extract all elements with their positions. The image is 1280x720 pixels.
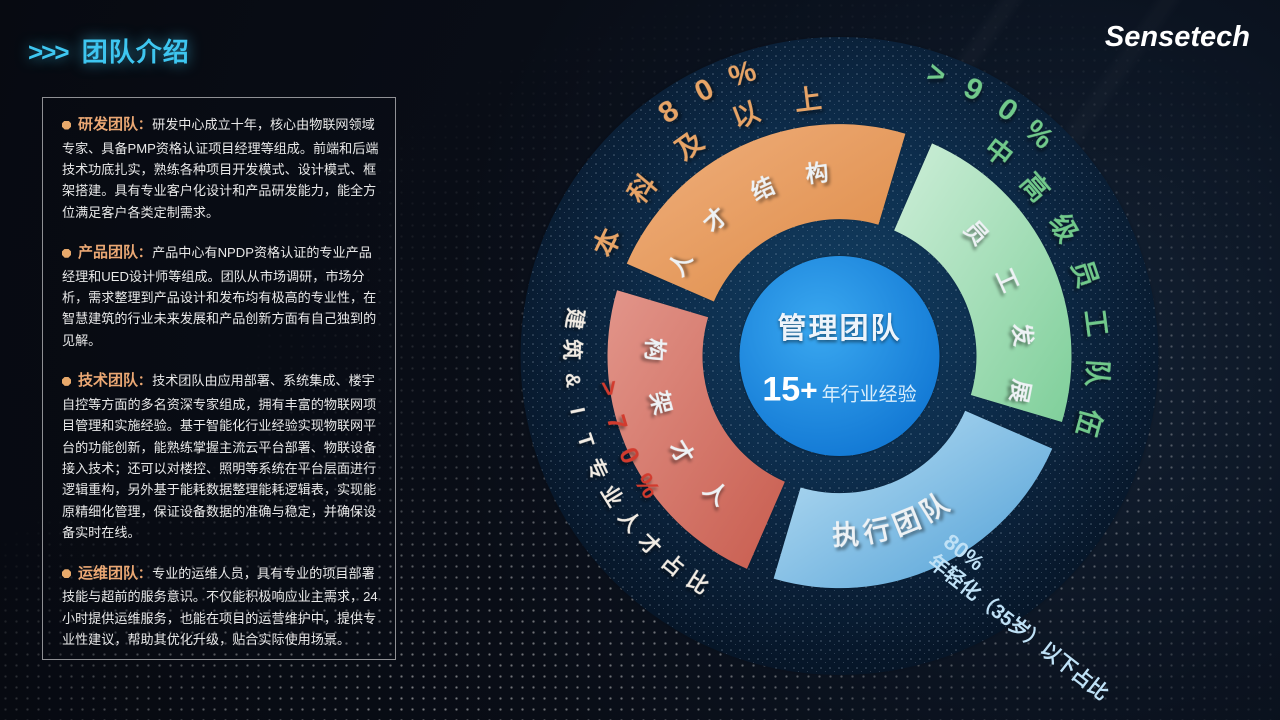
- svg-text:构: 构: [642, 338, 669, 362]
- svg-text:队: 队: [1081, 359, 1113, 389]
- svg-text:建: 建: [561, 307, 588, 331]
- svg-text:执: 执: [832, 520, 860, 551]
- svg-text:展: 展: [1006, 377, 1036, 405]
- svg-text:发: 发: [1008, 321, 1037, 348]
- svg-text:筑: 筑: [560, 339, 585, 361]
- svg-text:构: 构: [804, 159, 830, 188]
- svg-text:&: &: [560, 372, 584, 389]
- svg-text:上: 上: [793, 83, 823, 116]
- svg-text:工: 工: [1079, 308, 1112, 339]
